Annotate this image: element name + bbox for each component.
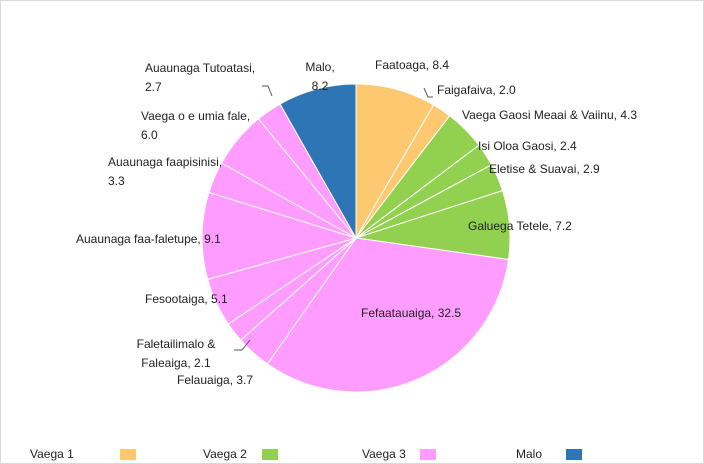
pie-slice <box>279 83 357 240</box>
data-label: 8.2 <box>312 79 329 93</box>
legend-swatch <box>566 449 582 460</box>
data-label: Eletise & Suavai, 2.9 <box>489 162 600 176</box>
leader-line <box>423 87 433 98</box>
data-label: Malo, <box>305 60 334 74</box>
data-label: Auaunaga faapisinisi, <box>108 155 222 169</box>
data-label: Felauaiga, 3.7 <box>177 373 253 387</box>
data-label: Isi Oloa Gaosi, 2.4 <box>478 139 577 153</box>
pie <box>201 83 511 393</box>
data-label: 6.0 <box>141 128 158 142</box>
pie-slice <box>201 191 358 280</box>
data-label: Faleaiga, 2.1 <box>141 356 211 370</box>
data-label: 2.7 <box>145 80 162 94</box>
legend-label: Vaega 1 <box>30 447 74 461</box>
legend-swatch <box>262 449 278 460</box>
legend-swatch <box>120 449 136 460</box>
data-label: 3.3 <box>108 174 125 188</box>
leader-line <box>234 339 251 351</box>
data-label: Faigafaiva, 2.0 <box>437 83 516 97</box>
data-label: Faletailimalo & <box>137 337 216 351</box>
data-label: Galuega Tetele, 7.2 <box>468 219 572 233</box>
data-label: Auaunaga Tutoatasi, <box>145 61 255 75</box>
data-label: Faatoaga, 8.4 <box>375 58 449 72</box>
leader-line <box>262 85 273 97</box>
pie-slice <box>266 237 510 393</box>
legend-label: Vaega 2 <box>203 447 247 461</box>
data-label: Vaega o e umia fale, <box>141 109 250 123</box>
legend-swatch <box>420 449 436 460</box>
legend-label: Vaega 3 <box>362 447 406 461</box>
legend-label: Malo <box>516 447 542 461</box>
data-label: Vaega Gaosi Meaai & Vaiinu, 4.3 <box>462 108 637 122</box>
data-label: Fefaatauaiga, 32.5 <box>361 306 461 320</box>
data-label: Auaunaga faa-faletupe, 9.1 <box>76 232 221 246</box>
data-label: Fesootaiga, 5.1 <box>145 292 228 306</box>
